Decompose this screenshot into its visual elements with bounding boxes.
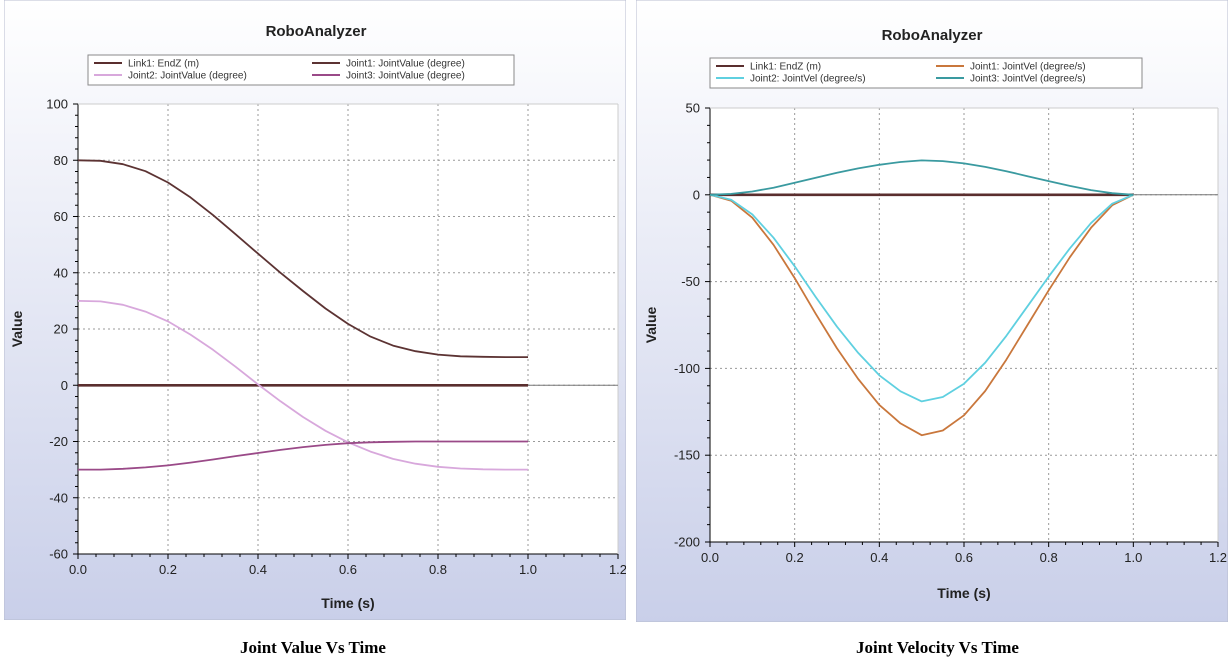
y-tick-label: -100 — [674, 361, 700, 376]
y-tick-label: 80 — [54, 153, 68, 168]
series-line-2 — [77, 159, 528, 359]
y-tick-label: 100 — [46, 97, 68, 112]
y-tick-label: 20 — [54, 322, 68, 337]
x-tick-label: 1.0 — [1124, 550, 1142, 565]
legend-label: Joint2: JointValue (degree) — [128, 71, 247, 82]
x-tick-label: 0.4 — [249, 562, 267, 577]
y-tick-label: -40 — [49, 490, 68, 505]
x-tick-label: 0.8 — [429, 562, 447, 577]
y-tick-label: 40 — [54, 265, 68, 280]
x-tick-label: 0.0 — [701, 550, 719, 565]
y-axis-label: Value — [9, 311, 25, 348]
x-tick-label: 1.2 — [1209, 550, 1227, 565]
y-axis-label: Value — [643, 307, 659, 344]
joint-value-chart-panel: RoboAnalyzer Link1: EndZ (m) Joint1: Joint… — [4, 0, 626, 620]
x-axis-label: Time (s) — [321, 595, 374, 611]
joint-velocity-chart: RoboAnalyzer Link1: EndZ (m) Joint1: Joint… — [636, 0, 1228, 622]
legend-label: Joint3: JointValue (degree) — [346, 71, 465, 82]
y-tick-label: -150 — [674, 448, 700, 463]
legend-label: Link1: EndZ (m) — [128, 59, 199, 70]
x-axis-label: Time (s) — [937, 585, 990, 601]
series-line-3 — [77, 300, 528, 471]
x-tick-label: 0.4 — [870, 550, 888, 565]
y-tick-label: -60 — [49, 547, 68, 562]
x-tick-label: 1.2 — [609, 562, 626, 577]
legend-label: Joint1: JointValue (degree) — [346, 59, 465, 70]
joint-velocity-chart-panel: RoboAnalyzer Link1: EndZ (m) Joint1: Joint… — [636, 0, 1228, 622]
legend-label: Link1: EndZ (m) — [750, 62, 821, 73]
y-tick-label: -20 — [49, 434, 68, 449]
y-tick-label: 0 — [61, 378, 68, 393]
series-line-2 — [709, 193, 1134, 437]
caption-joint-value: Joint Value Vs Time — [240, 638, 386, 657]
y-tick-label: 60 — [54, 209, 68, 224]
y-tick-label: 0 — [693, 187, 700, 202]
x-tick-label: 1.0 — [519, 562, 537, 577]
chart-title: RoboAnalyzer — [882, 27, 983, 44]
legend-label: Joint3: JointVel (degree/s) — [970, 74, 1086, 85]
x-tick-label: 0.0 — [69, 562, 87, 577]
x-tick-label: 0.8 — [1040, 550, 1058, 565]
chart-title: RoboAnalyzer — [266, 23, 367, 40]
caption-joint-velocity: Joint Velocity Vs Time — [856, 638, 1019, 657]
series-line-3 — [709, 193, 1134, 403]
y-tick-label: -200 — [674, 535, 700, 550]
x-tick-label: 0.6 — [339, 562, 357, 577]
series-line-4 — [78, 440, 528, 471]
legend-label: Joint2: JointVel (degree/s) — [750, 74, 866, 85]
y-tick-label: 50 — [686, 101, 700, 116]
legend-box — [87, 54, 515, 86]
y-tick-label: -50 — [681, 274, 700, 289]
legend-box — [709, 57, 1143, 89]
x-tick-label: 0.2 — [786, 550, 804, 565]
x-tick-label: 0.6 — [955, 550, 973, 565]
legend-label: Joint1: JointVel (degree/s) — [970, 62, 1086, 73]
joint-value-chart: RoboAnalyzer Link1: EndZ (m) Joint1: Joint… — [4, 0, 626, 620]
x-tick-label: 0.2 — [159, 562, 177, 577]
series-line-4 — [709, 159, 1134, 196]
